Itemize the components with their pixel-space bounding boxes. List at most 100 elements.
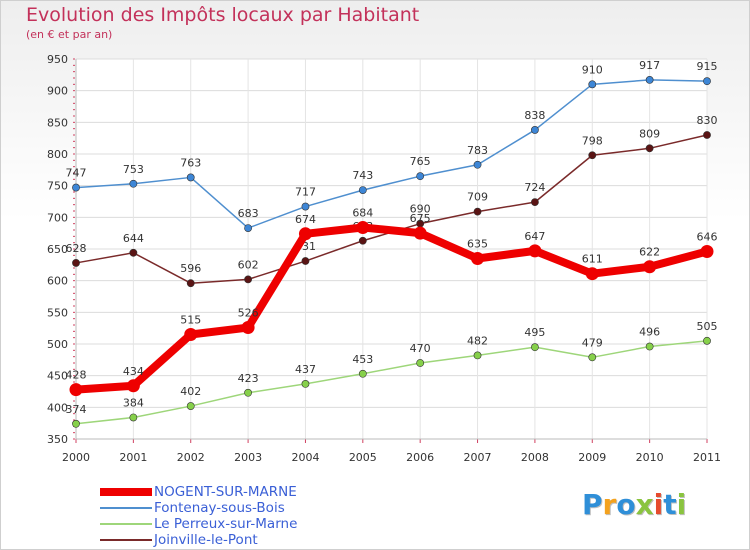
y-tick-label: 700 xyxy=(47,211,68,224)
data-point-nogent-sur-marne xyxy=(471,252,485,265)
logo-letter: r xyxy=(602,488,617,521)
series-line-fontenay-sous-bois xyxy=(75,79,708,229)
y-tick-label: 400 xyxy=(47,401,68,414)
data-point-le-perreux-sur-marne xyxy=(129,413,138,422)
data-point-fontenay-sous-bois xyxy=(301,202,310,211)
y-tick-label: 500 xyxy=(47,338,68,351)
data-point-fontenay-sous-bois xyxy=(244,224,252,232)
data-label-joinville-le-pont: 830 xyxy=(697,114,718,127)
data-point-joinville-le-pont xyxy=(301,257,310,265)
data-point-fontenay-sous-bois xyxy=(72,183,80,192)
data-label-fontenay-sous-bois: 753 xyxy=(123,163,144,176)
data-point-le-perreux-sur-marne xyxy=(358,369,367,378)
legend-swatch xyxy=(100,539,152,541)
logo-letter: i xyxy=(676,488,687,521)
data-point-joinville-le-pont xyxy=(358,236,367,245)
data-label-fontenay-sous-bois: 683 xyxy=(238,207,259,220)
x-tick-label: 2005 xyxy=(349,451,377,464)
x-tick-label: 2009 xyxy=(578,451,606,464)
data-label-le-perreux-sur-marne: 453 xyxy=(352,353,373,366)
data-label-nogent-sur-marne: 646 xyxy=(697,231,718,244)
x-tick-label: 2010 xyxy=(636,451,664,464)
data-label-joinville-le-pont: 596 xyxy=(180,262,201,275)
data-label-nogent-sur-marne: 611 xyxy=(582,253,603,266)
chart-subtitle: (en € et par an) xyxy=(26,28,113,41)
data-point-joinville-le-pont xyxy=(186,279,195,288)
legend-swatch xyxy=(100,507,152,509)
y-tick-label: 800 xyxy=(47,148,68,161)
data-label-le-perreux-sur-marne: 423 xyxy=(238,372,259,385)
legend-label: Fontenay-sous-Bois xyxy=(154,500,285,516)
data-label-fontenay-sous-bois: 915 xyxy=(697,60,718,73)
y-tick-label: 550 xyxy=(47,306,68,319)
data-label-le-perreux-sur-marne: 402 xyxy=(180,385,201,398)
data-label-joinville-le-pont: 798 xyxy=(582,134,603,147)
x-tick-label: 2008 xyxy=(521,451,549,464)
y-tick-label: 600 xyxy=(47,275,68,288)
y-tick-label: 650 xyxy=(47,243,68,256)
data-label-le-perreux-sur-marne: 437 xyxy=(295,363,316,376)
legend-swatch xyxy=(100,488,152,496)
data-label-fontenay-sous-bois: 747 xyxy=(66,167,87,180)
x-tick-label: 2004 xyxy=(291,451,319,464)
legend-label: Joinville-le-Pont xyxy=(154,532,258,548)
x-tick-label: 2000 xyxy=(62,451,90,464)
logo-letter: x xyxy=(635,488,654,521)
data-label-le-perreux-sur-marne: 496 xyxy=(639,326,660,339)
data-point-nogent-sur-marne xyxy=(700,245,714,259)
data-point-le-perreux-sur-marne xyxy=(531,343,539,352)
data-label-le-perreux-sur-marne: 374 xyxy=(66,403,87,416)
data-label-le-perreux-sur-marne: 495 xyxy=(524,326,545,339)
data-label-joinville-le-pont: 809 xyxy=(639,127,660,140)
data-point-joinville-le-pont xyxy=(531,198,539,207)
data-label-nogent-sur-marne: 674 xyxy=(295,213,316,226)
data-label-joinville-le-pont: 644 xyxy=(123,232,144,245)
data-point-fontenay-sous-bois xyxy=(531,126,539,134)
data-label-nogent-sur-marne: 515 xyxy=(180,314,201,327)
data-label-joinville-le-pont: 690 xyxy=(410,203,431,216)
data-point-le-perreux-sur-marne xyxy=(244,388,252,397)
data-point-nogent-sur-marne xyxy=(643,260,657,274)
data-label-le-perreux-sur-marne: 482 xyxy=(467,334,488,347)
data-point-nogent-sur-marne xyxy=(413,226,427,240)
data-label-nogent-sur-marne: 526 xyxy=(238,307,259,320)
data-point-fontenay-sous-bois xyxy=(129,179,138,188)
x-tick-label: 2007 xyxy=(464,451,492,464)
legend-label: Le Perreux-sur-Marne xyxy=(154,516,298,532)
legend-item: Le Perreux-sur-Marne xyxy=(100,516,400,532)
data-label-nogent-sur-marne: 622 xyxy=(639,246,660,259)
data-point-fontenay-sous-bois xyxy=(588,80,597,89)
data-point-le-perreux-sur-marne xyxy=(703,336,711,345)
data-point-joinville-le-pont xyxy=(473,207,482,216)
data-point-fontenay-sous-bois xyxy=(416,172,425,181)
data-label-fontenay-sous-bois: 917 xyxy=(639,59,660,72)
data-label-fontenay-sous-bois: 717 xyxy=(295,186,316,199)
data-label-nogent-sur-marne: 434 xyxy=(123,365,144,378)
series-line-nogent-sur-marne xyxy=(72,223,711,394)
x-tick-label: 2001 xyxy=(119,451,147,464)
data-label-fontenay-sous-bois: 910 xyxy=(582,63,603,76)
series-line-le-perreux-sur-marne xyxy=(75,340,708,425)
logo-letter: t xyxy=(663,488,677,521)
data-point-joinville-le-pont xyxy=(129,248,138,257)
data-label-le-perreux-sur-marne: 505 xyxy=(697,320,718,333)
data-point-le-perreux-sur-marne xyxy=(72,419,80,428)
chart-title: Evolution des Impôts locaux par Habitant xyxy=(26,4,420,26)
data-point-le-perreux-sur-marne xyxy=(416,359,425,367)
data-label-nogent-sur-marne: 684 xyxy=(352,206,373,219)
legend-swatch xyxy=(100,523,152,525)
data-label-nogent-sur-marne: 675 xyxy=(410,212,431,225)
data-point-nogent-sur-marne xyxy=(356,220,370,234)
logo-letter: o xyxy=(616,488,636,521)
data-label-le-perreux-sur-marne: 470 xyxy=(410,342,431,355)
data-point-fontenay-sous-bois xyxy=(645,76,654,84)
data-label-nogent-sur-marne: 647 xyxy=(524,230,545,243)
data-point-nogent-sur-marne xyxy=(298,227,312,241)
data-point-joinville-le-pont xyxy=(703,131,711,139)
data-label-joinville-le-pont: 628 xyxy=(66,242,87,255)
x-tick-label: 2006 xyxy=(406,451,434,464)
data-point-nogent-sur-marne xyxy=(528,244,542,258)
data-label-joinville-le-pont: 709 xyxy=(467,191,488,204)
y-tick-label: 900 xyxy=(47,85,68,98)
